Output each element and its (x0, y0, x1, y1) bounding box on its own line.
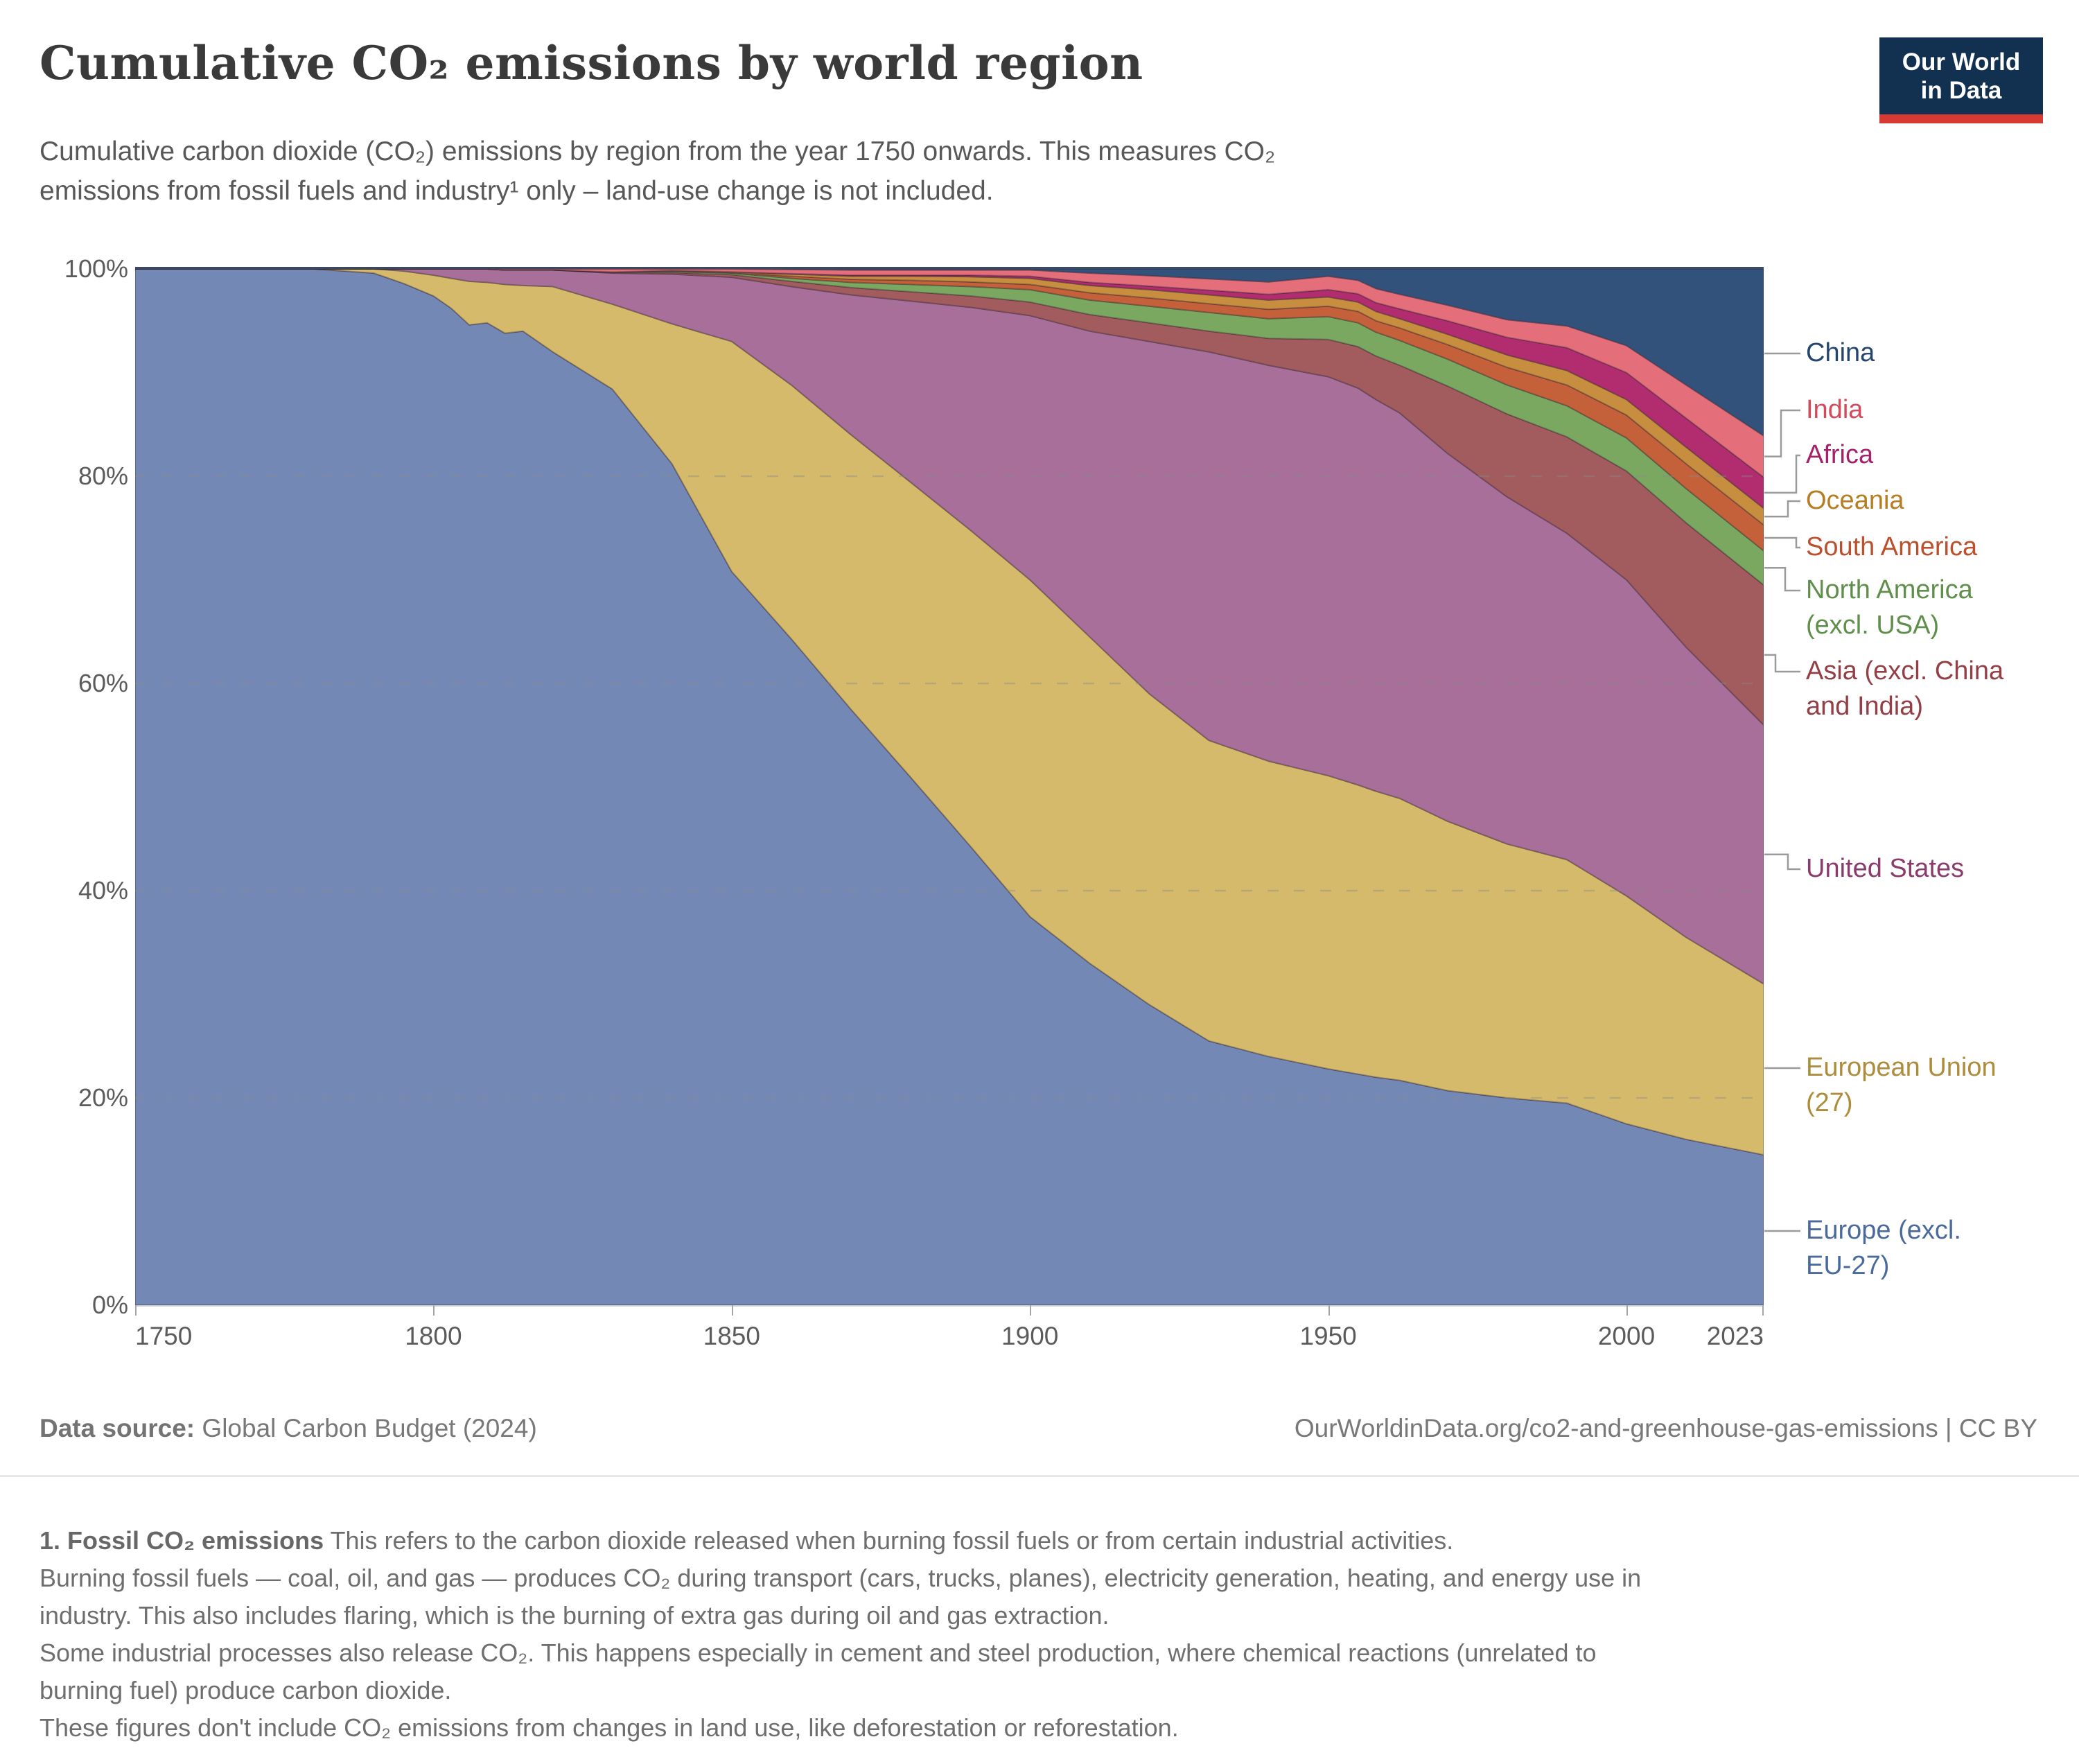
x-axis-tick-1800 (433, 1305, 435, 1316)
legend-label-line: Africa (1806, 440, 1874, 469)
owid-logo-red-bar (1879, 114, 2043, 123)
x-axis-tick-1900 (1030, 1305, 1032, 1316)
legend-label-line: (excl. USA) (1806, 611, 1940, 640)
x-axis-tick-2023 (1762, 1305, 1764, 1316)
legend-label-line: China (1806, 338, 1875, 367)
page-title: Cumulative CO₂ emissions by world region (40, 36, 1143, 90)
x-axis-label-1800: 1800 (405, 1322, 462, 1350)
owid-logo-line2: in Data (1920, 76, 2002, 104)
legend-label-line: Oceania (1806, 486, 1904, 515)
legend-label-line: North America (1806, 575, 1973, 604)
footnote-line-4: Some industrial processes also release C… (40, 1639, 1597, 1667)
legend-label-line: and India) (1806, 692, 1924, 721)
data-source-note: Data source: Global Carbon Budget (2024) (40, 1414, 537, 1443)
legend-label-line: Asia (excl. China (1806, 656, 2004, 685)
legend-item-united-states[interactable]: United States (1806, 851, 1964, 887)
x-axis-label-1850: 1850 (703, 1322, 760, 1350)
legend-item-oceania[interactable]: Oceania (1806, 483, 1904, 518)
legend-item-europe-excl[interactable]: Europe (excl. EU-27) (1806, 1213, 1961, 1284)
plot-top-border (135, 267, 1764, 270)
legend-label-line: Europe (excl. (1806, 1216, 1961, 1245)
x-axis-tick-1950 (1328, 1305, 1330, 1316)
legend-label-line: India (1806, 395, 1863, 424)
footer-divider (0, 1475, 2079, 1477)
owid-logo-line1: Our World (1902, 48, 2021, 76)
legend-connector-lines (1764, 352, 1800, 1232)
legend-item-north-america[interactable]: North America (excl. USA) (1806, 573, 1973, 643)
y-axis-label-40: 40% (78, 876, 128, 905)
page-subtitle: Cumulative carbon dioxide (CO₂) emission… (40, 137, 1276, 206)
legend-item-european-union[interactable]: European Union (27) (1806, 1050, 1997, 1121)
legend-item-africa[interactable]: Africa (1806, 437, 1873, 473)
data-source-label: Data source: (40, 1414, 195, 1442)
x-axis-label-2023: 2023 (1706, 1322, 1764, 1350)
x-axis-label-2000: 2000 (1597, 1322, 1656, 1350)
legend-item-south-america[interactable]: South America (1806, 530, 1977, 565)
data-source-text: Global Carbon Budget (2024) (195, 1414, 537, 1442)
x-axis-tick-1850 (731, 1305, 733, 1316)
footnote-lead-rest: This refers to the carbon dioxide releas… (324, 1526, 1454, 1555)
footnote-block: 1. Fossil CO₂ emissions This refers to t… (40, 1522, 2049, 1747)
y-axis-label-0: 0% (91, 1291, 128, 1319)
footnote-line-1: 1. Fossil CO₂ emissions This refers to t… (40, 1522, 2049, 1560)
x-axis-label-1900: 1900 (1001, 1322, 1059, 1350)
footnote-line-6: These figures don't include CO₂ emission… (40, 1713, 1179, 1742)
legend-label-line: South America (1806, 532, 1978, 561)
owid-logo[interactable]: Our World in Data (1879, 37, 2043, 123)
x-axis: 1750 1800 1850 1900 1950 2000 2023 (135, 1305, 1764, 1374)
footnote-line-2: Burning fossil fuels — coal, oil, and ga… (40, 1564, 1642, 1592)
legend-label-line: EU-27) (1806, 1251, 1890, 1280)
footnote-lead: 1. Fossil CO₂ emissions (40, 1526, 324, 1555)
footnote-line-5: burning fuel) produce carbon dioxide. (40, 1676, 452, 1704)
y-axis: 100% 80% 60% 40% 20% 0% (28, 254, 128, 1319)
legend-label-line: (27) (1806, 1088, 1853, 1117)
stacked-area-chart[interactable] (135, 269, 1764, 1305)
x-axis-tick-1750 (135, 1305, 137, 1316)
y-axis-label-20: 20% (78, 1083, 128, 1112)
legend-label-line: United States (1806, 854, 1965, 883)
owid-url-license[interactable]: OurWorldinData.org/co2-and-greenhouse-ga… (1294, 1414, 2037, 1442)
legend-label-line: European Union (1806, 1053, 1997, 1082)
x-axis-label-1950: 1950 (1299, 1322, 1357, 1350)
x-axis-label-1750: 1750 (135, 1322, 193, 1350)
x-axis-line (135, 1305, 1764, 1307)
legend-item-china[interactable]: China (1806, 335, 1875, 371)
y-axis-label-100: 100% (64, 254, 128, 283)
y-axis-label-60: 60% (78, 669, 128, 697)
y-axis-label-80: 80% (78, 462, 128, 490)
owid-logo-box: Our World in Data (1879, 37, 2043, 114)
x-axis-tick-2000 (1626, 1305, 1628, 1316)
footnote-line-3: industry. This also includes flaring, wh… (40, 1601, 1109, 1630)
legend-item-asia-excl-china[interactable]: Asia (excl. China and India) (1806, 654, 2003, 724)
legend-item-india[interactable]: India (1806, 392, 1863, 428)
